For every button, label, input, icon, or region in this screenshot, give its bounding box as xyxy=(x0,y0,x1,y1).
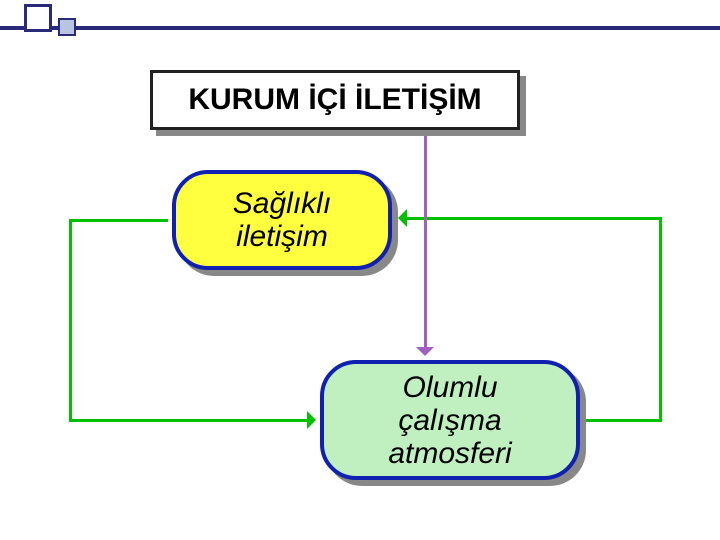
green-arrowhead-into-node2 xyxy=(307,411,316,429)
title-box: KURUM İÇİ İLETİŞİM xyxy=(150,70,520,130)
node-healthy-communication: Sağlıklı iletişim xyxy=(172,170,392,270)
green-path-seg-2 xyxy=(69,219,72,422)
node2-text: Olumlu çalışma atmosferi xyxy=(388,371,511,470)
purple-arrowhead xyxy=(416,347,434,356)
green-path-seg-6 xyxy=(407,217,660,220)
node-positive-work-atmosphere: Olumlu çalışma atmosferi xyxy=(320,360,580,480)
green-path-seg-4 xyxy=(580,419,660,422)
title-text: KURUM İÇİ İLETİŞİM xyxy=(188,83,481,117)
green-path-seg-1 xyxy=(70,219,168,222)
decor-square-large xyxy=(24,4,52,32)
green-path-seg-5 xyxy=(659,217,662,422)
decor-square-small xyxy=(58,18,76,36)
decor-horizontal-line xyxy=(0,26,720,30)
green-path-seg-3 xyxy=(70,419,307,422)
node1-text: Sağlıklı iletişim xyxy=(233,187,331,253)
purple-arrow-line xyxy=(424,130,427,347)
green-arrowhead-into-node1 xyxy=(398,209,407,227)
